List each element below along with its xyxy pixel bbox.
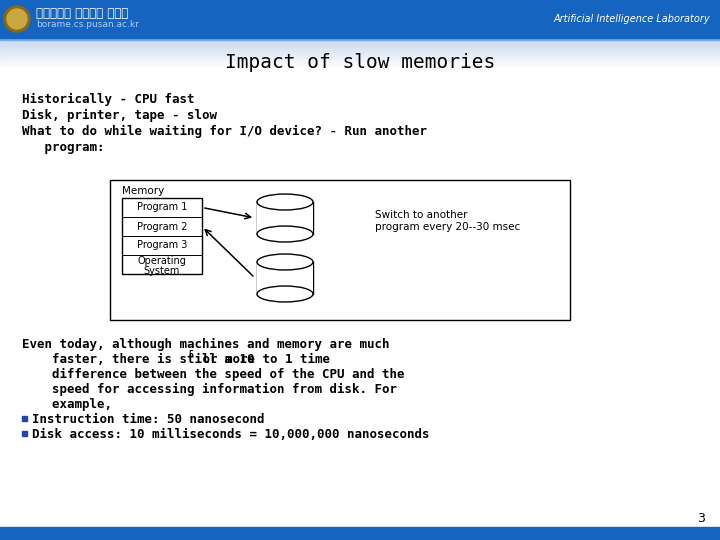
Bar [122, 198, 202, 274]
Bar [0, 40, 720, 41]
Text: Impact of slow memories: Impact of slow memories [225, 52, 495, 71]
Bar [0, 54, 720, 55]
Bar [0, 62, 720, 63]
Ellipse shape [257, 254, 313, 270]
Bar [0, 41, 720, 42]
Text: 5: 5 [189, 350, 194, 359]
Text: Historically - CPU fast: Historically - CPU fast [22, 93, 194, 106]
Text: Program 3: Program 3 [137, 240, 187, 251]
Text: Program 1: Program 1 [137, 202, 187, 213]
Bar [0, 52, 720, 53]
Bar [0, 42, 720, 43]
Text: borame.cs.pusan.ac.kr: borame.cs.pusan.ac.kr [36, 20, 139, 29]
Bar [0, 63, 720, 64]
Text: Instruction time: 50 nanosecond: Instruction time: 50 nanosecond [32, 413, 264, 426]
Bar [22, 431, 27, 436]
Text: difference between the speed of the CPU and the: difference between the speed of the CPU … [22, 368, 405, 381]
Bar [0, 56, 720, 57]
Text: faster, there is still a 10: faster, there is still a 10 [22, 353, 254, 366]
Text: speed for accessing information from disk. For: speed for accessing information from dis… [22, 383, 397, 396]
Bar [0, 55, 720, 56]
Bar [0, 57, 720, 58]
Text: Switch to another
program every 20--30 msec: Switch to another program every 20--30 m… [375, 210, 521, 232]
Bar [0, 66, 720, 67]
Text: Artificial Intelligence Laboratory: Artificial Intelligence Laboratory [554, 14, 710, 24]
Bar [0, 50, 720, 51]
Text: or more to 1 time: or more to 1 time [195, 353, 330, 366]
Text: Disk access: 10 milliseconds = 10,000,000 nanoseconds: Disk access: 10 milliseconds = 10,000,00… [32, 428, 430, 441]
Bar [0, 44, 720, 45]
Bar [0, 59, 720, 60]
Text: System: System [144, 266, 180, 275]
Text: Even today, although machines and memory are much: Even today, although machines and memory… [22, 338, 390, 351]
Text: example,: example, [22, 398, 112, 411]
Circle shape [4, 6, 30, 32]
Bar [0, 47, 720, 48]
Bar [257, 202, 313, 234]
Text: Operating: Operating [138, 255, 186, 266]
Ellipse shape [257, 286, 313, 302]
Bar [0, 65, 720, 66]
Text: What to do while waiting for I/O device? - Run another: What to do while waiting for I/O device?… [22, 125, 427, 138]
Bar [0, 45, 720, 46]
Text: 3: 3 [697, 512, 705, 525]
Bar [0, 48, 720, 49]
Bar [257, 262, 313, 294]
Text: Disk, printer, tape - slow: Disk, printer, tape - slow [22, 109, 217, 122]
Text: program:: program: [22, 141, 104, 154]
Bar [0, 38, 720, 40]
Bar [0, 38, 720, 39]
Text: Program 2: Program 2 [137, 221, 187, 232]
Bar [0, 0, 720, 38]
Circle shape [7, 9, 27, 29]
Bar [0, 61, 720, 62]
Bar [0, 58, 720, 59]
Bar [0, 527, 720, 540]
Bar [0, 49, 720, 50]
Bar [0, 64, 720, 65]
Bar [0, 51, 720, 52]
Ellipse shape [257, 194, 313, 210]
Bar [0, 43, 720, 44]
Bar [0, 46, 720, 47]
Ellipse shape [257, 226, 313, 242]
Text: 부산대학교 인공지능 연구실: 부산대학교 인공지능 연구실 [36, 7, 128, 20]
Bar [0, 68, 720, 527]
Bar [0, 53, 720, 54]
Text: Memory: Memory [122, 186, 164, 196]
Bar [22, 416, 27, 421]
Bar [0, 60, 720, 61]
Bar [110, 180, 570, 320]
Bar [0, 67, 720, 68]
Bar [0, 39, 720, 40]
